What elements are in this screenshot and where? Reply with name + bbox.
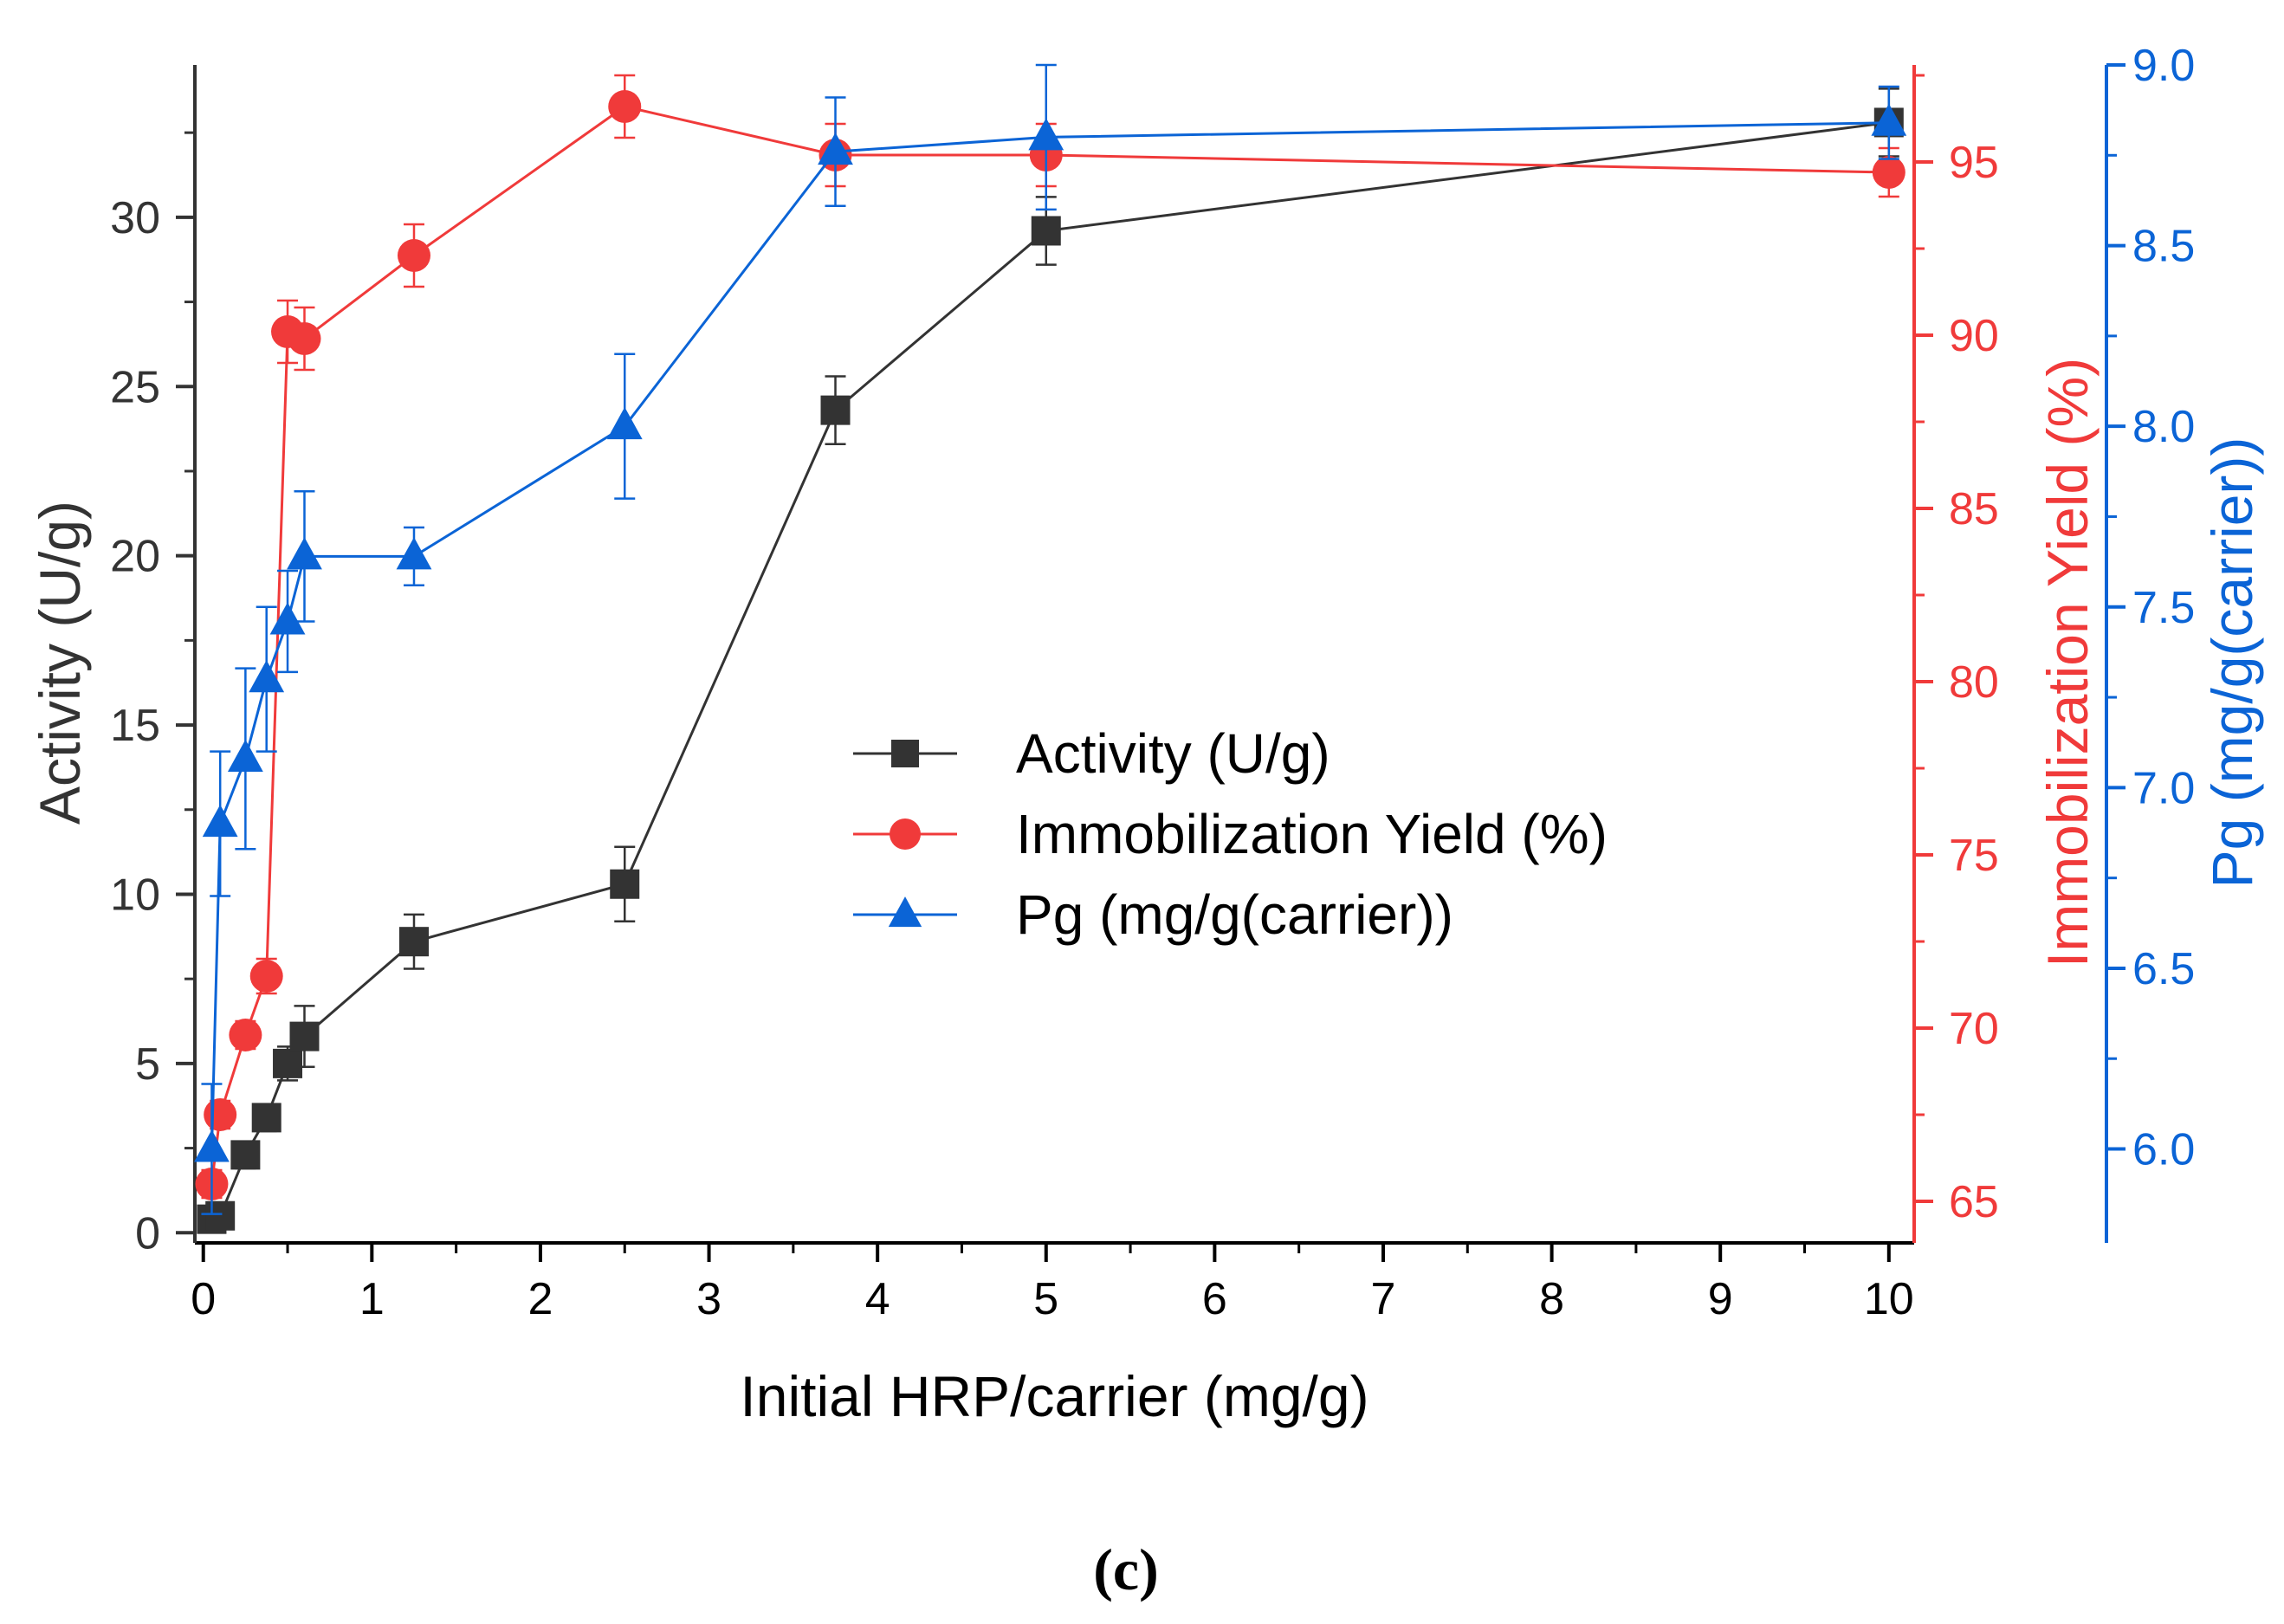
data-point-square xyxy=(1031,216,1061,246)
data-point-circle xyxy=(229,1019,262,1051)
x-tick-label: 6 xyxy=(1202,1274,1227,1324)
right1-axis-label: Immobilization Yield (%) xyxy=(2035,358,2100,967)
x-axis-label: Initial HRP/carrier (mg/g) xyxy=(740,1364,1368,1428)
data-point-triangle xyxy=(818,132,853,165)
data-point-square xyxy=(610,869,640,899)
left-tick-label: 25 xyxy=(110,362,160,412)
data-point-triangle xyxy=(287,537,322,570)
right2-tick-label: 9.0 xyxy=(2132,41,2195,91)
data-point-circle xyxy=(1872,156,1905,189)
right1-tick-label: 95 xyxy=(1949,138,1999,188)
legend-marker-triangle xyxy=(888,896,922,928)
x-tick-label: 7 xyxy=(1371,1274,1396,1324)
data-point-triangle xyxy=(227,739,263,772)
x-tick-label: 10 xyxy=(1864,1274,1914,1324)
legend-marker-circle xyxy=(890,818,921,850)
x-tick-label: 0 xyxy=(191,1274,216,1324)
right2-tick-label: 7.0 xyxy=(2132,763,2195,813)
x-tick-label: 4 xyxy=(865,1274,890,1324)
x-tick-label: 2 xyxy=(527,1274,553,1324)
data-point-circle xyxy=(608,90,642,123)
series-layer xyxy=(194,63,1907,1234)
data-point-triangle xyxy=(194,1129,230,1162)
left-axis-label: Activity (U/g) xyxy=(28,501,92,825)
data-point-circle xyxy=(249,960,283,993)
right1-tick-label: 65 xyxy=(1949,1177,1999,1227)
legend-label: Activity (U/g) xyxy=(1016,722,1330,785)
data-point-square xyxy=(820,395,851,425)
figure-caption: (c) xyxy=(1093,1537,1158,1602)
legend-marker-square xyxy=(891,740,919,767)
left-tick-label: 20 xyxy=(110,532,160,582)
legend-item: Activity (U/g) xyxy=(853,722,1330,785)
data-point-triangle xyxy=(269,602,306,635)
right1-tick-label: 75 xyxy=(1949,831,1999,881)
legend-label: Pg (mg/g(carrier)) xyxy=(1016,883,1453,946)
series-square xyxy=(197,87,1904,1234)
data-point-square xyxy=(205,1200,236,1231)
right2-tick-label: 6.5 xyxy=(2132,944,2195,994)
data-point-square xyxy=(230,1140,261,1170)
legend: Activity (U/g) Immobilization Yield (%) Pg… xyxy=(853,722,1608,946)
right2-tick-label: 7.5 xyxy=(2132,583,2195,633)
right1-tick-label: 70 xyxy=(1949,1004,1999,1054)
data-point-square xyxy=(289,1021,320,1051)
data-point-triangle xyxy=(1871,103,1907,136)
right1-tick-label: 90 xyxy=(1949,311,1999,361)
left-tick-label: 15 xyxy=(110,701,160,751)
right2-tick-label: 8.0 xyxy=(2132,402,2195,452)
axes-layer: 0 1 2 3 4 5 6 7 8 9 10 Initial HRP/carrier (mg/g) 0 5… xyxy=(28,41,2264,1428)
data-point-triangle xyxy=(396,537,432,570)
data-point-circle xyxy=(204,1098,237,1131)
legend-item: Pg (mg/g(carrier)) xyxy=(853,883,1453,946)
right1-tick-label: 80 xyxy=(1949,657,1999,708)
x-tick-label: 1 xyxy=(359,1274,385,1324)
left-tick-label: 0 xyxy=(135,1208,160,1258)
right2-tick-label: 8.5 xyxy=(2132,222,2195,272)
left-tick-label: 10 xyxy=(110,870,160,920)
data-point-square xyxy=(251,1103,281,1133)
x-tick-label: 3 xyxy=(696,1274,721,1324)
left-tick-label: 5 xyxy=(135,1039,160,1090)
legend-item: Immobilization Yield (%) xyxy=(853,803,1608,865)
x-tick-label: 8 xyxy=(1539,1274,1564,1324)
left-tick-label: 30 xyxy=(110,193,160,243)
x-tick-label: 5 xyxy=(1033,1274,1058,1324)
x-tick-label: 9 xyxy=(1708,1274,1733,1324)
right2-tick-label: 6.0 xyxy=(2132,1125,2195,1175)
data-point-square xyxy=(273,1048,303,1078)
right1-tick-label: 85 xyxy=(1949,484,1999,534)
data-point-triangle xyxy=(202,804,238,838)
data-point-triangle xyxy=(1028,118,1064,151)
data-point-triangle xyxy=(249,660,285,693)
series-triangle xyxy=(194,63,1907,1215)
data-point-triangle xyxy=(606,407,643,440)
data-point-square xyxy=(398,927,429,957)
data-point-circle xyxy=(397,239,430,272)
right2-axis-label: Pg (mg/g(carrier)) xyxy=(2200,437,2264,889)
data-point-circle xyxy=(288,322,321,355)
legend-label: Immobilization Yield (%) xyxy=(1016,803,1608,865)
